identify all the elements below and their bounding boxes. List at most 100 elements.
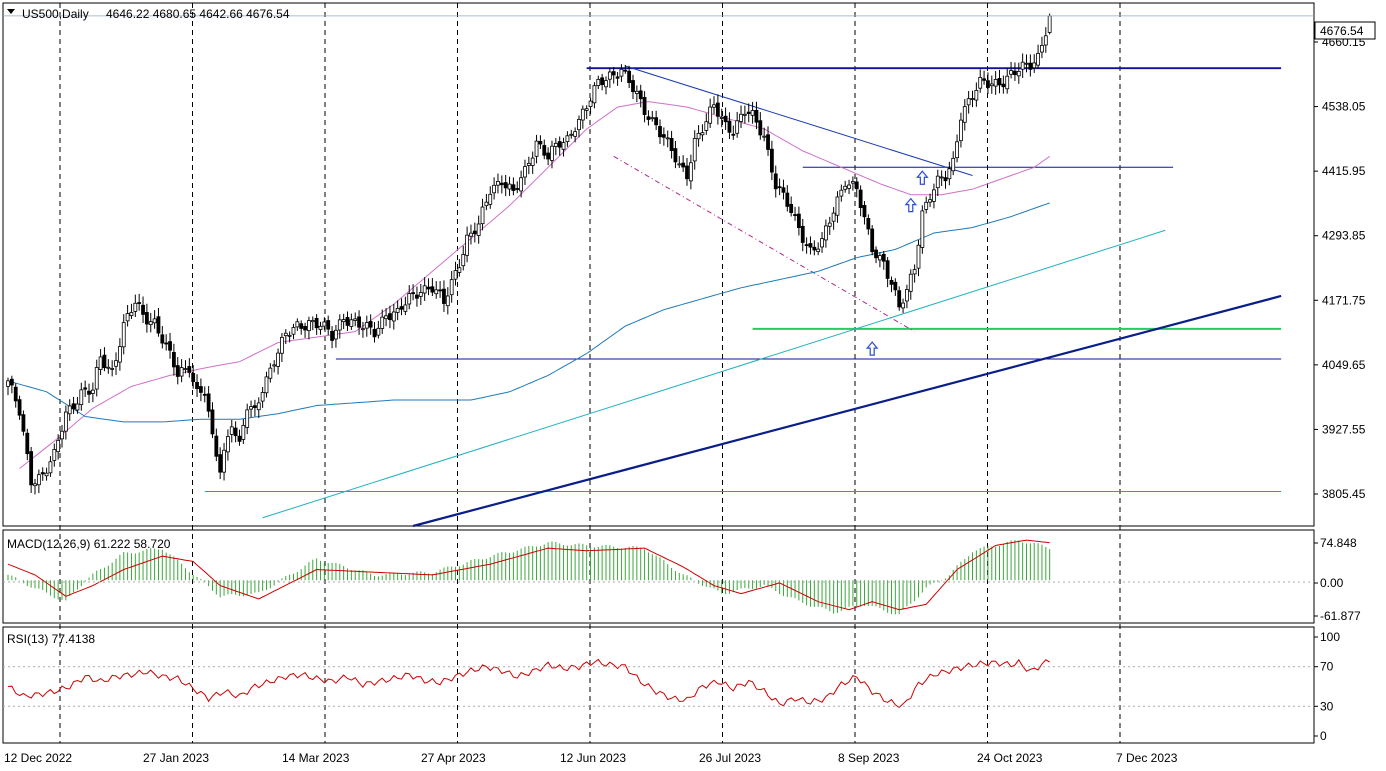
candle[interactable]: [843, 180, 848, 193]
candle[interactable]: [951, 151, 956, 176]
candle[interactable]: [330, 326, 334, 349]
candle[interactable]: [233, 421, 238, 443]
candle[interactable]: [237, 429, 242, 446]
candle[interactable]: [542, 139, 547, 160]
candle[interactable]: [916, 239, 921, 277]
candle[interactable]: [40, 467, 45, 481]
candle[interactable]: [268, 363, 273, 383]
candle[interactable]: [283, 329, 288, 345]
candle[interactable]: [442, 280, 446, 312]
candle[interactable]: [492, 177, 497, 200]
candle[interactable]: [191, 365, 196, 389]
candle[interactable]: [538, 135, 543, 150]
trendline[interactable]: [412, 294, 1282, 528]
candle[interactable]: [959, 112, 963, 148]
candle[interactable]: [1047, 13, 1052, 35]
up-arrow-icon[interactable]: [865, 341, 879, 356]
candle[interactable]: [287, 331, 292, 343]
rsi-pane[interactable]: [2, 626, 1315, 744]
candle[interactable]: [550, 140, 554, 169]
candle[interactable]: [762, 127, 767, 142]
candle[interactable]: [631, 74, 635, 100]
candle[interactable]: [519, 170, 524, 198]
candle[interactable]: [766, 126, 770, 156]
candle[interactable]: [152, 310, 157, 329]
candle[interactable]: [769, 140, 774, 181]
candle[interactable]: [434, 281, 439, 299]
candle[interactable]: [33, 478, 37, 495]
candle[interactable]: [615, 72, 620, 86]
candle[interactable]: [1024, 54, 1029, 73]
candle[interactable]: [793, 206, 797, 221]
candle[interactable]: [623, 64, 628, 74]
candle[interactable]: [561, 137, 566, 157]
candle[interactable]: [83, 380, 88, 397]
candle[interactable]: [496, 173, 500, 194]
candle[interactable]: [391, 304, 396, 330]
candle[interactable]: [171, 343, 176, 376]
candle[interactable]: [245, 403, 250, 435]
candle[interactable]: [13, 383, 18, 408]
candle[interactable]: [800, 218, 805, 252]
candle[interactable]: [457, 259, 462, 277]
candle[interactable]: [731, 125, 736, 140]
candle[interactable]: [962, 99, 967, 131]
candle[interactable]: [661, 127, 666, 146]
candle[interactable]: [665, 130, 670, 148]
candle[interactable]: [314, 314, 319, 335]
candle[interactable]: [592, 82, 597, 109]
candle[interactable]: [98, 349, 103, 375]
candle[interactable]: [804, 237, 809, 254]
candle[interactable]: [256, 397, 261, 418]
candle[interactable]: [696, 125, 701, 147]
candle[interactable]: [654, 110, 659, 131]
candle[interactable]: [295, 318, 300, 331]
candle[interactable]: [349, 313, 354, 330]
candle[interactable]: [878, 252, 882, 268]
candle[interactable]: [364, 315, 369, 337]
candle[interactable]: [334, 324, 338, 348]
candle[interactable]: [310, 316, 315, 331]
candle[interactable]: [94, 359, 99, 397]
candle[interactable]: [908, 269, 913, 300]
candle[interactable]: [692, 130, 697, 170]
candle[interactable]: [60, 424, 64, 448]
candle[interactable]: [604, 76, 608, 95]
candle[interactable]: [79, 382, 84, 411]
candle[interactable]: [943, 170, 948, 189]
candle[interactable]: [6, 377, 10, 396]
macd-pane[interactable]: [2, 529, 1315, 624]
candle[interactable]: [110, 360, 115, 377]
candle[interactable]: [264, 371, 269, 398]
candle[interactable]: [573, 127, 578, 143]
candle[interactable]: [214, 428, 219, 462]
candle[interactable]: [168, 332, 172, 359]
candle[interactable]: [912, 264, 917, 283]
candle[interactable]: [202, 386, 207, 403]
candle[interactable]: [785, 185, 790, 212]
candle[interactable]: [565, 131, 570, 147]
candle[interactable]: [997, 69, 1002, 94]
candle[interactable]: [569, 129, 574, 139]
candle[interactable]: [773, 165, 778, 198]
candle[interactable]: [472, 222, 477, 243]
candle[interactable]: [727, 112, 732, 139]
candle[interactable]: [407, 285, 412, 310]
candle[interactable]: [25, 428, 30, 461]
candle[interactable]: [993, 71, 998, 95]
candle[interactable]: [476, 215, 481, 244]
candle[interactable]: [341, 313, 346, 330]
candle[interactable]: [307, 316, 311, 340]
candle[interactable]: [889, 276, 894, 293]
candle[interactable]: [461, 245, 466, 271]
candle[interactable]: [125, 304, 130, 327]
candle[interactable]: [71, 396, 76, 414]
candle[interactable]: [796, 206, 801, 236]
trendline[interactable]: [613, 155, 915, 333]
candle[interactable]: [970, 90, 975, 108]
candle[interactable]: [164, 334, 169, 351]
candle[interactable]: [480, 198, 485, 231]
candle[interactable]: [588, 97, 593, 115]
candle[interactable]: [345, 311, 350, 331]
candle[interactable]: [368, 314, 373, 335]
